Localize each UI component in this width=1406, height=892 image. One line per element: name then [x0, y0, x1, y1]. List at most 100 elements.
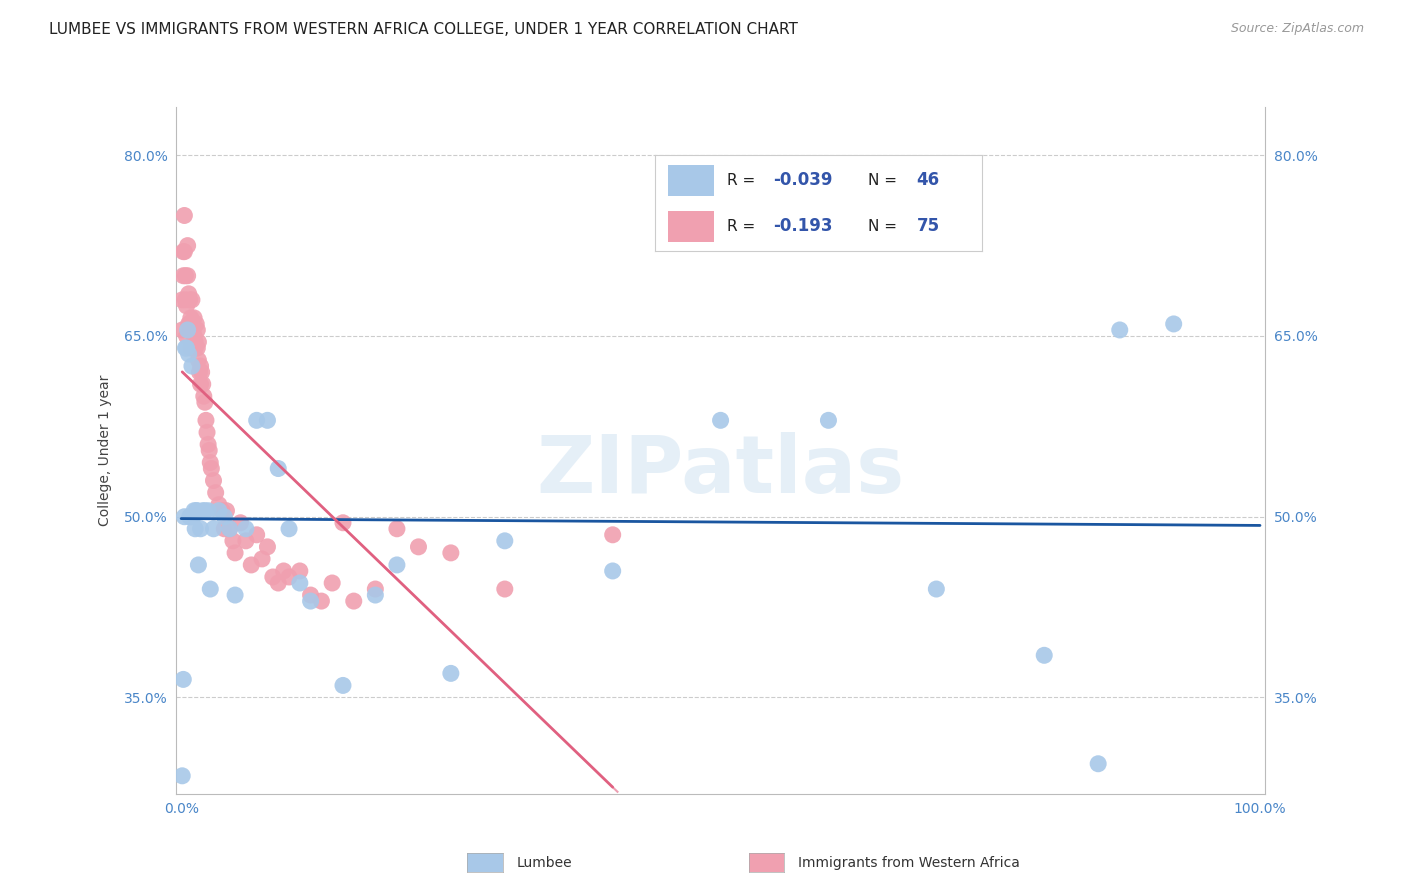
Point [440, 666, 463, 681]
Point [602, 528, 624, 542]
Point [187, 558, 209, 572]
Point [187, 334, 209, 349]
Point [211, 504, 233, 518]
Point [215, 504, 238, 518]
Point [176, 268, 198, 283]
Point [172, 244, 194, 259]
Point [267, 576, 290, 591]
Point [494, 533, 516, 548]
Text: N =: N = [868, 219, 901, 234]
Point [172, 293, 194, 307]
Point [190, 359, 212, 373]
Point [262, 570, 284, 584]
Point [172, 673, 194, 687]
Point [1033, 648, 1056, 663]
Point [194, 395, 217, 409]
Point [172, 769, 194, 783]
Bar [668, 211, 714, 242]
Text: N =: N = [868, 173, 901, 187]
Point [184, 341, 207, 355]
Point [200, 456, 222, 470]
Point [250, 552, 273, 566]
Point [288, 564, 311, 578]
Point [173, 244, 195, 259]
Point [299, 588, 322, 602]
Point [179, 293, 201, 307]
Point [174, 293, 197, 307]
Point [246, 413, 269, 427]
Point [256, 413, 278, 427]
Point [184, 334, 207, 349]
Point [602, 564, 624, 578]
Point [183, 504, 205, 518]
Point [218, 522, 240, 536]
Text: 75: 75 [917, 218, 939, 235]
Point [321, 576, 343, 591]
Point [198, 443, 221, 458]
Text: LUMBEE VS IMMIGRANTS FROM WESTERN AFRICA COLLEGE, UNDER 1 YEAR CORRELATION CHART: LUMBEE VS IMMIGRANTS FROM WESTERN AFRICA… [49, 22, 799, 37]
Y-axis label: College, Under 1 year: College, Under 1 year [98, 375, 112, 526]
Point [190, 377, 212, 392]
Point [817, 413, 839, 427]
Point [181, 293, 204, 307]
Text: R =: R = [727, 219, 761, 234]
Point [267, 461, 290, 475]
Point [1087, 756, 1109, 771]
Point [176, 329, 198, 343]
Point [200, 582, 222, 596]
Point [246, 528, 269, 542]
Point [1163, 317, 1185, 331]
Point [240, 558, 263, 572]
Point [180, 509, 202, 524]
Point [183, 329, 205, 343]
Point [710, 413, 733, 427]
Point [208, 504, 231, 518]
Point [176, 341, 198, 355]
Point [176, 323, 198, 337]
Point [364, 582, 387, 596]
Point [186, 504, 208, 518]
Point [256, 540, 278, 554]
Point [1108, 323, 1130, 337]
Point [187, 353, 209, 368]
Text: Lumbee: Lumbee [517, 855, 572, 870]
Point [177, 317, 200, 331]
Point [180, 310, 202, 325]
Point [278, 570, 301, 584]
Point [184, 522, 207, 536]
Point [186, 341, 208, 355]
Point [176, 238, 198, 252]
Point [202, 522, 225, 536]
Point [174, 341, 197, 355]
Point [190, 522, 212, 536]
Text: -0.039: -0.039 [773, 171, 832, 189]
Point [179, 509, 201, 524]
Point [191, 504, 214, 518]
Point [229, 516, 252, 530]
Text: Immigrants from Western Africa: Immigrants from Western Africa [799, 855, 1019, 870]
Point [186, 317, 208, 331]
Point [176, 299, 198, 313]
Point [385, 558, 408, 572]
Point [299, 594, 322, 608]
Point [218, 522, 240, 536]
Point [385, 522, 408, 536]
Point [195, 425, 218, 440]
Point [214, 522, 236, 536]
Point [440, 546, 463, 560]
Point [188, 365, 211, 379]
Point [494, 582, 516, 596]
Point [925, 582, 948, 596]
Point [173, 509, 195, 524]
Point [190, 365, 212, 379]
Point [194, 413, 217, 427]
Point [172, 268, 194, 283]
Point [208, 498, 231, 512]
Point [186, 323, 208, 337]
Point [197, 437, 219, 451]
Point [224, 546, 246, 560]
Text: R =: R = [727, 173, 761, 187]
Point [408, 540, 430, 554]
Point [214, 509, 236, 524]
Point [222, 533, 245, 548]
